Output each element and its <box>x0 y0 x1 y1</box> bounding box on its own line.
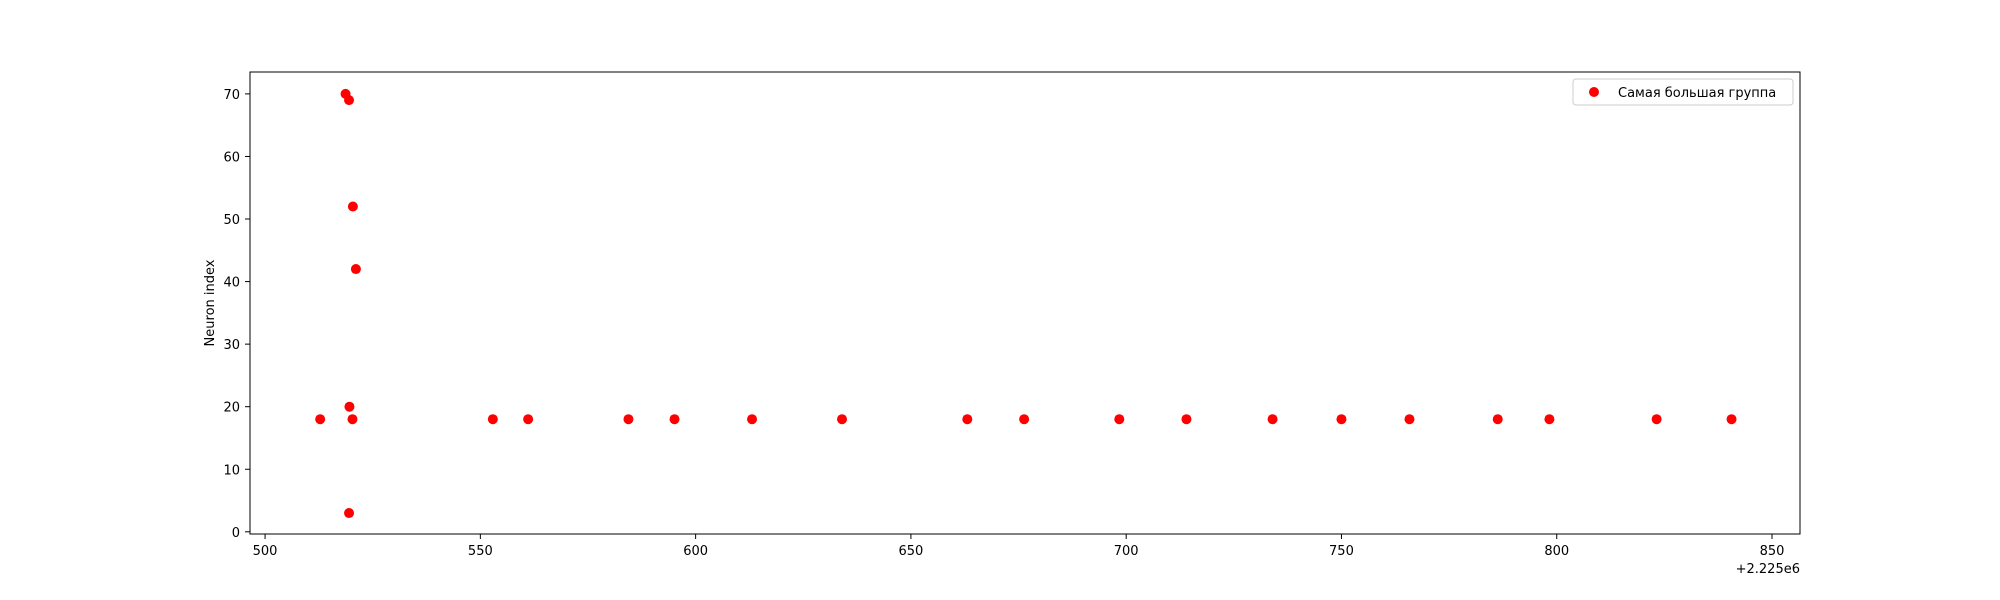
scatter-point <box>1544 414 1555 425</box>
scatter-point <box>347 201 358 212</box>
scatter-point <box>315 414 326 425</box>
x-tick-label: 750 <box>1329 544 1354 559</box>
legend-label: Самая большая группа <box>1618 86 1776 101</box>
scatter-point <box>487 414 498 425</box>
y-tick-label: 10 <box>223 463 240 478</box>
x-axis-offset-label: +2.225e6 <box>1736 562 1800 577</box>
scatter-point <box>344 508 355 519</box>
scatter-point <box>350 264 361 275</box>
scatter-point <box>669 414 680 425</box>
scatter-point <box>1267 414 1278 425</box>
y-tick-label: 70 <box>223 88 240 103</box>
scatter-point <box>523 414 534 425</box>
scatter-point <box>837 414 848 425</box>
y-tick-label: 0 <box>232 526 240 541</box>
scatter-point <box>1019 414 1030 425</box>
scatter-point <box>1492 414 1503 425</box>
scatter-point <box>344 401 355 412</box>
x-tick-label: 700 <box>1114 544 1139 559</box>
y-tick-label: 50 <box>223 213 240 228</box>
x-tick-label: 650 <box>898 544 923 559</box>
x-tick-label: 550 <box>468 544 493 559</box>
x-tick-label: 850 <box>1760 544 1785 559</box>
scatter-point <box>1181 414 1192 425</box>
scatter-point <box>1336 414 1347 425</box>
x-tick-label: 600 <box>683 544 708 559</box>
scatter-point <box>623 414 634 425</box>
y-tick-label: 60 <box>223 150 240 165</box>
scatter-point <box>1651 414 1662 425</box>
legend: Самая большая группа <box>1572 78 1794 106</box>
y-axis-label: Neuron index <box>203 259 218 346</box>
scatter-point <box>747 414 758 425</box>
scatter-point <box>1404 414 1415 425</box>
y-tick-label: 20 <box>223 401 240 416</box>
x-tick-label: 500 <box>253 544 278 559</box>
plot-area-frame <box>249 71 1801 535</box>
scatter-point <box>962 414 973 425</box>
x-tick-label: 800 <box>1544 544 1569 559</box>
data-points <box>315 88 1737 519</box>
y-tick-label: 30 <box>223 338 240 353</box>
scatter-point <box>347 414 358 425</box>
legend-marker <box>1589 87 1599 97</box>
scatter-point <box>1726 414 1737 425</box>
y-tick-label: 40 <box>223 276 240 291</box>
legend-box <box>1572 78 1794 106</box>
axis-ticks: 500 550 600 650 700 750 800 850 0 10 20 30 40 50 60 70 <box>223 88 1784 559</box>
scatter-point <box>344 95 355 106</box>
scatter-point <box>1114 414 1125 425</box>
